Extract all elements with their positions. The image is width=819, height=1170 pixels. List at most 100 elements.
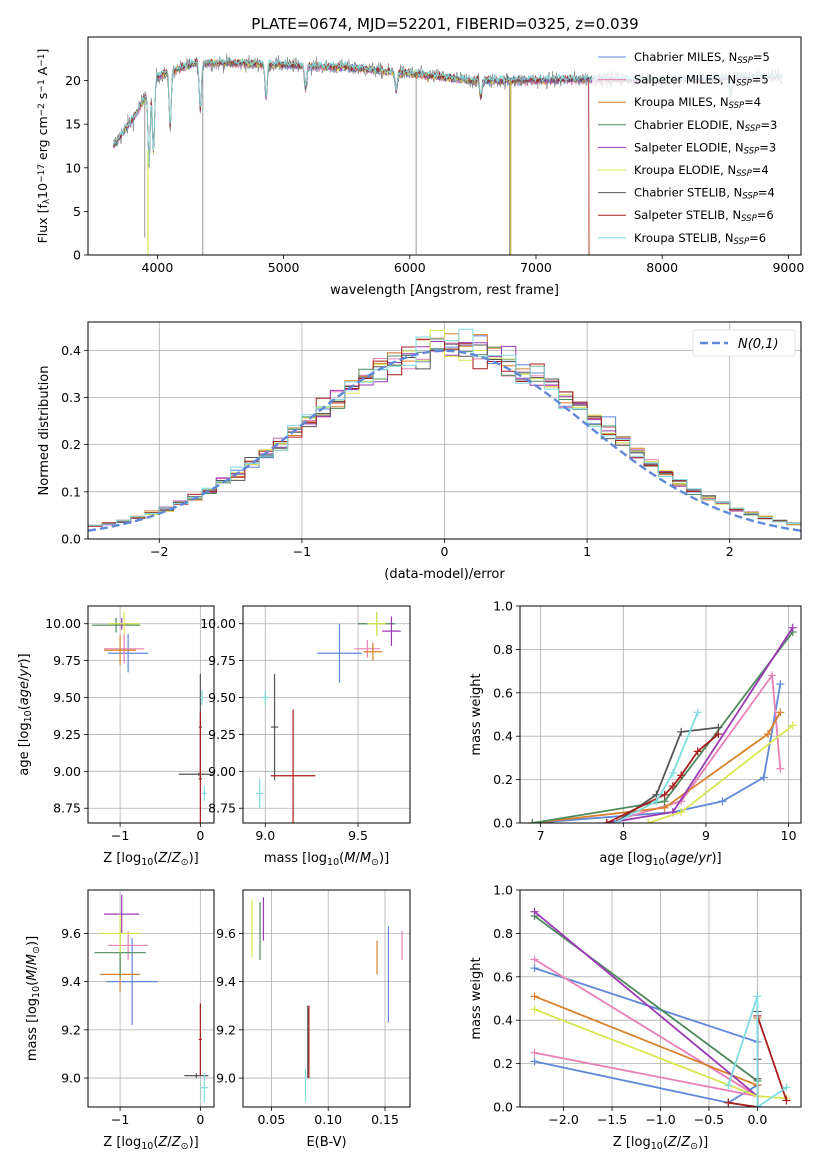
errorbar-point (100, 914, 141, 953)
y-tick-label: 15 (65, 117, 81, 132)
legend-entry-label: Chabrier ELODIE, NSSP=3 (634, 118, 777, 134)
y-axis-label: mass weight (469, 673, 484, 755)
mass-vs-z-panel: −1 0 9.0 9.2 9.4 9.6 Z [log10(Z/Z⊙)] mass [log1… (25, 889, 215, 1152)
x-tick-label: 2 (726, 544, 734, 559)
mass-weight-marker (660, 790, 669, 799)
mass-weight-marker (788, 623, 797, 632)
x-tick-label: 0.0 (747, 1112, 767, 1127)
errorbar-point (108, 930, 149, 960)
errorbar-point (270, 673, 279, 781)
errorbar-point (200, 1073, 209, 1103)
mass-weight-marker (753, 992, 762, 1001)
errorbar-point (382, 616, 401, 646)
mass-weight-marker (530, 1057, 539, 1066)
mass-vs-ebv-panel: 0.05 0.10 0.15 9.0 9.2 9.4 9.6 E(B-V) (216, 889, 411, 1150)
errorbar-point (108, 611, 141, 636)
mass-weight-marker (677, 808, 686, 817)
x-axis-label: wavelength [Angstrom, rest frame] (330, 283, 559, 298)
legend-entry-label: Kroupa ELODIE, NSSP=4 (634, 163, 769, 179)
y-tick-label: 10.00 (200, 616, 236, 631)
y-tick-label: 0.1 (61, 484, 81, 499)
y-tick-label: 5 (73, 204, 81, 219)
mass-weight-marker (693, 708, 702, 717)
x-tick-label: 10 (781, 828, 797, 843)
mass-weight-marker (782, 1096, 791, 1105)
errorbar-point (201, 786, 207, 801)
residual-histogram-panel: N(0,1) −2 −1 0 1 2 0.0 0.1 0.2 0.3 0.4 (data-model)… (37, 321, 802, 582)
x-tick-label: 9 (702, 828, 710, 843)
x-tick-label: −1.5 (597, 1112, 627, 1127)
y-tick-label: 9.4 (216, 974, 236, 989)
legend-entry-label: Salpeter STELIB, NSSP=6 (634, 208, 774, 224)
errorbar-point (92, 617, 141, 633)
mass-weight-series (606, 733, 719, 823)
x-tick-label: 9.5 (348, 828, 368, 843)
y-tick-label: 10.00 (45, 616, 81, 631)
mass-weight-marker (530, 964, 539, 973)
y-tick-label: 8.75 (53, 801, 81, 816)
x-axis-label: age [log10(age/yr)] (599, 851, 721, 868)
y-tick-label: 1.0 (493, 599, 513, 614)
residual-histogram-step (88, 328, 801, 529)
errorbar-point (104, 634, 145, 664)
mass-weight-marker (718, 797, 727, 806)
y-tick-label: 0.8 (493, 926, 513, 941)
legend-entry-label: Kroupa MILES, NSSP=4 (634, 95, 761, 111)
y-tick-label: 0.4 (493, 729, 513, 744)
errorbar-point (261, 690, 269, 705)
mass-weight-marker (763, 730, 772, 739)
residual-histogram-marks (88, 328, 801, 532)
errorbar-point (255, 778, 264, 809)
y-tick-label: 9.50 (208, 690, 236, 705)
weight-vs-z-marks (530, 907, 791, 1107)
legend-entry-label: Chabrier STELIB, NSSP=4 (634, 186, 775, 202)
y-tick-label: 1.0 (493, 883, 513, 898)
x-tick-label: 0.05 (257, 1112, 285, 1127)
y-tick-label: 0.8 (493, 642, 513, 657)
figure-title: PLATE=0674, MJD=52201, FIBERID=0325, z=0… (251, 15, 638, 33)
mass-weight-series (532, 711, 782, 823)
legend-entry-label: Salpeter ELODIE, NSSP=3 (634, 140, 776, 156)
mass-weight-series (606, 672, 782, 823)
y-tick-label: 0.0 (61, 532, 81, 547)
mass-weight-marker (644, 819, 653, 823)
mass-weight-marker (776, 680, 785, 689)
mass-weight-marker (788, 721, 797, 730)
y-tick-label: 9.6 (216, 926, 236, 941)
y-tick-label: 0.2 (493, 1056, 513, 1071)
age-vs-mass-marks (255, 611, 401, 823)
mass-weight-marker (530, 1005, 539, 1014)
errorbar-point (108, 634, 149, 673)
spectrum-panel: Chabrier MILES, NSSP=5 Salpeter MILES, NS… (35, 36, 804, 298)
mass-weight-marker (677, 771, 686, 780)
y-tick-label: 8.75 (208, 801, 236, 816)
axes-frame (87, 605, 215, 824)
age-vs-z-marks (92, 611, 214, 823)
y-tick-label: 0.3 (61, 390, 81, 405)
legend-entry-label: Salpeter MILES, NSSP=5 (634, 73, 769, 89)
y-tick-label: 20 (65, 73, 81, 88)
y-tick-label: 9.2 (216, 1022, 236, 1037)
mass-weight-marker (530, 1048, 539, 1057)
x-tick-label: 5000 (268, 260, 300, 275)
mass-weight-marker (724, 1081, 733, 1090)
mass-vs-ebv-marks (251, 897, 403, 1103)
mass-weight-marker (668, 769, 677, 778)
y-tick-label: 9.25 (53, 727, 81, 742)
mass-weight-marker (724, 1098, 733, 1107)
y-tick-label: 9.00 (53, 764, 81, 779)
errorbar-point (317, 623, 362, 683)
axes-frame (87, 36, 802, 256)
legend-entry-label: Kroupa STELIB, NSSP=6 (634, 231, 766, 247)
x-tick-label: −1 (293, 544, 311, 559)
errorbar-point (178, 772, 214, 776)
errorbar-point (198, 1003, 202, 1076)
y-tick-label: 9.2 (61, 1022, 81, 1037)
x-axis-label: mass [log10(M/M⊙)] (264, 851, 389, 868)
y-tick-label: 0.6 (493, 685, 513, 700)
x-tick-label: −1.0 (645, 1112, 675, 1127)
weight-vs-z-panel: −2.0 −1.5 −1.0 −0.5 0.0 0.0 0.2 0.4 0.6 0.8 1.0 Z [… (469, 883, 802, 1152)
errorbar-point (363, 642, 383, 661)
mass-vs-z-marks (94, 894, 209, 1103)
